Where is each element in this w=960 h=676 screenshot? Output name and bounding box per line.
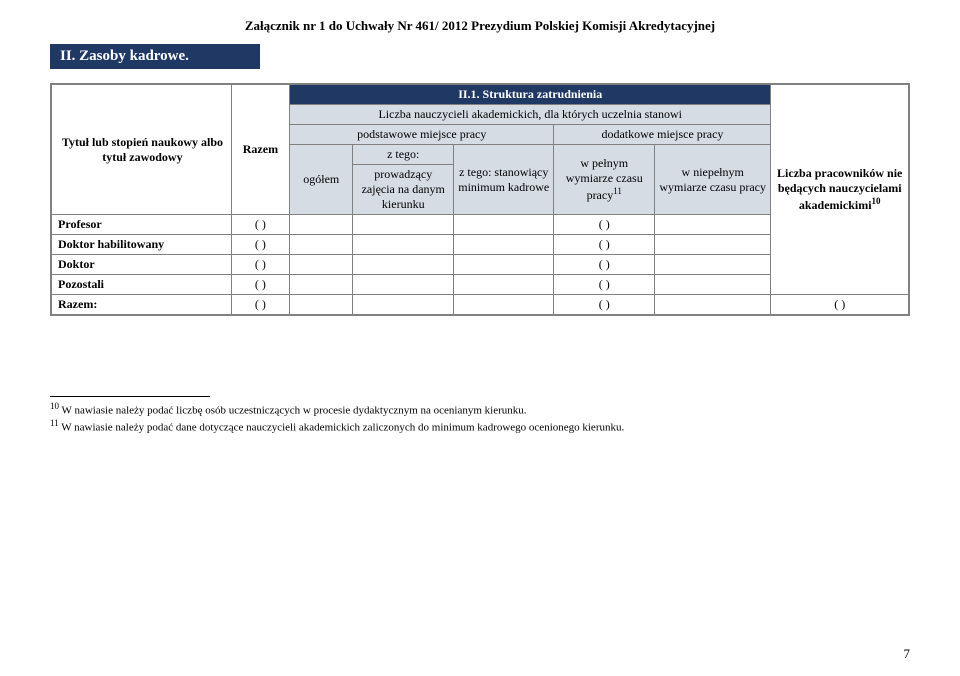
cell <box>353 215 454 235</box>
footnote-separator <box>50 396 210 397</box>
cell <box>453 235 554 255</box>
hdr-ztego-left: z tego: <box>353 145 453 165</box>
hdr-dodatkowe: dodatkowe miejsce pracy <box>554 125 771 145</box>
cell <box>654 235 770 255</box>
hdr-podstawowe: podstawowe miejsce pracy <box>290 125 554 145</box>
side-right-sup: 10 <box>872 196 881 206</box>
cell <box>290 255 353 275</box>
cell <box>453 275 554 295</box>
cell: ( ) <box>231 235 289 255</box>
cell: ( ) <box>554 215 655 235</box>
side-right-cell: Liczba pracowników nie będących nauczyci… <box>771 85 909 295</box>
main-table: Tytuł lub stopień naukowy albo tytuł zaw… <box>51 84 909 315</box>
cell <box>353 255 454 275</box>
hdr-niepelny: w niepełnym wymiarze czasu pracy <box>654 145 770 215</box>
row-label: Doktor <box>52 255 232 275</box>
stub-col-razem: Razem <box>231 85 289 215</box>
hdr-top-span: Liczba nauczycieli akademickich, dla któ… <box>290 105 771 125</box>
row-label: Pozostali <box>52 275 232 295</box>
cell: ( ) <box>231 275 289 295</box>
hdr-pelny-sup: 11 <box>613 186 622 196</box>
cell <box>290 295 353 315</box>
cell: ( ) <box>231 215 289 235</box>
cell <box>290 235 353 255</box>
table-row: Razem: ( ) ( ) ( ) <box>52 295 909 315</box>
footnote-10-text: W nawiasie należy podać liczbę osób ucze… <box>59 405 527 417</box>
cell <box>654 275 770 295</box>
cell <box>453 215 554 235</box>
row-label: Razem: <box>52 295 232 315</box>
footnote-10: 10 W nawiasie należy podać liczbę osób u… <box>50 401 910 418</box>
cell: ( ) <box>554 295 655 315</box>
cell: ( ) <box>554 255 655 275</box>
hdr-pelny-text: w pełnym wymiarze czasu pracy <box>566 156 643 202</box>
cell <box>290 275 353 295</box>
footnote-11-text: W nawiasie należy podać dane dotyczące n… <box>59 422 625 434</box>
hdr-ztego-right: z tego: stanowiący minimum kadrowe <box>453 145 554 215</box>
hdr-pelny: w pełnym wymiarze czasu pracy11 <box>554 145 655 215</box>
side-right-text: Liczba pracowników nie będących nauczyci… <box>777 166 902 212</box>
cell <box>453 255 554 275</box>
section-title-bar: II. Zasoby kadrowe. <box>50 44 260 69</box>
hdr-ogolem: ogółem <box>290 145 353 215</box>
stub-col-title: Tytuł lub stopień naukowy albo tytuł zaw… <box>52 85 232 215</box>
main-table-wrap: Tytuł lub stopień naukowy albo tytuł zaw… <box>50 83 910 316</box>
cell <box>654 295 770 315</box>
table-title: II.1. Struktura zatrudnienia <box>290 85 771 105</box>
hdr-prowadzacy: z tego: prowadzący zajęcia na danym kier… <box>353 145 454 215</box>
doc-header: Załącznik nr 1 do Uchwały Nr 461/ 2012 P… <box>50 18 910 34</box>
cell <box>654 255 770 275</box>
row-label: Profesor <box>52 215 232 235</box>
cell: ( ) <box>771 295 909 315</box>
cell <box>353 295 454 315</box>
cell <box>654 215 770 235</box>
page-number: 7 <box>904 646 911 662</box>
cell <box>453 295 554 315</box>
hdr-prowadzacy-text: prowadzący zajęcia na danym kierunku <box>362 167 445 211</box>
row-label: Doktor habilitowany <box>52 235 232 255</box>
footnote-11: 11 W nawiasie należy podać dane dotycząc… <box>50 418 910 435</box>
footnote-11-num: 11 <box>50 418 59 428</box>
cell <box>353 275 454 295</box>
cell: ( ) <box>554 275 655 295</box>
cell <box>290 215 353 235</box>
cell: ( ) <box>231 255 289 275</box>
footnote-10-num: 10 <box>50 401 59 411</box>
cell: ( ) <box>554 235 655 255</box>
cell: ( ) <box>231 295 289 315</box>
cell <box>353 235 454 255</box>
